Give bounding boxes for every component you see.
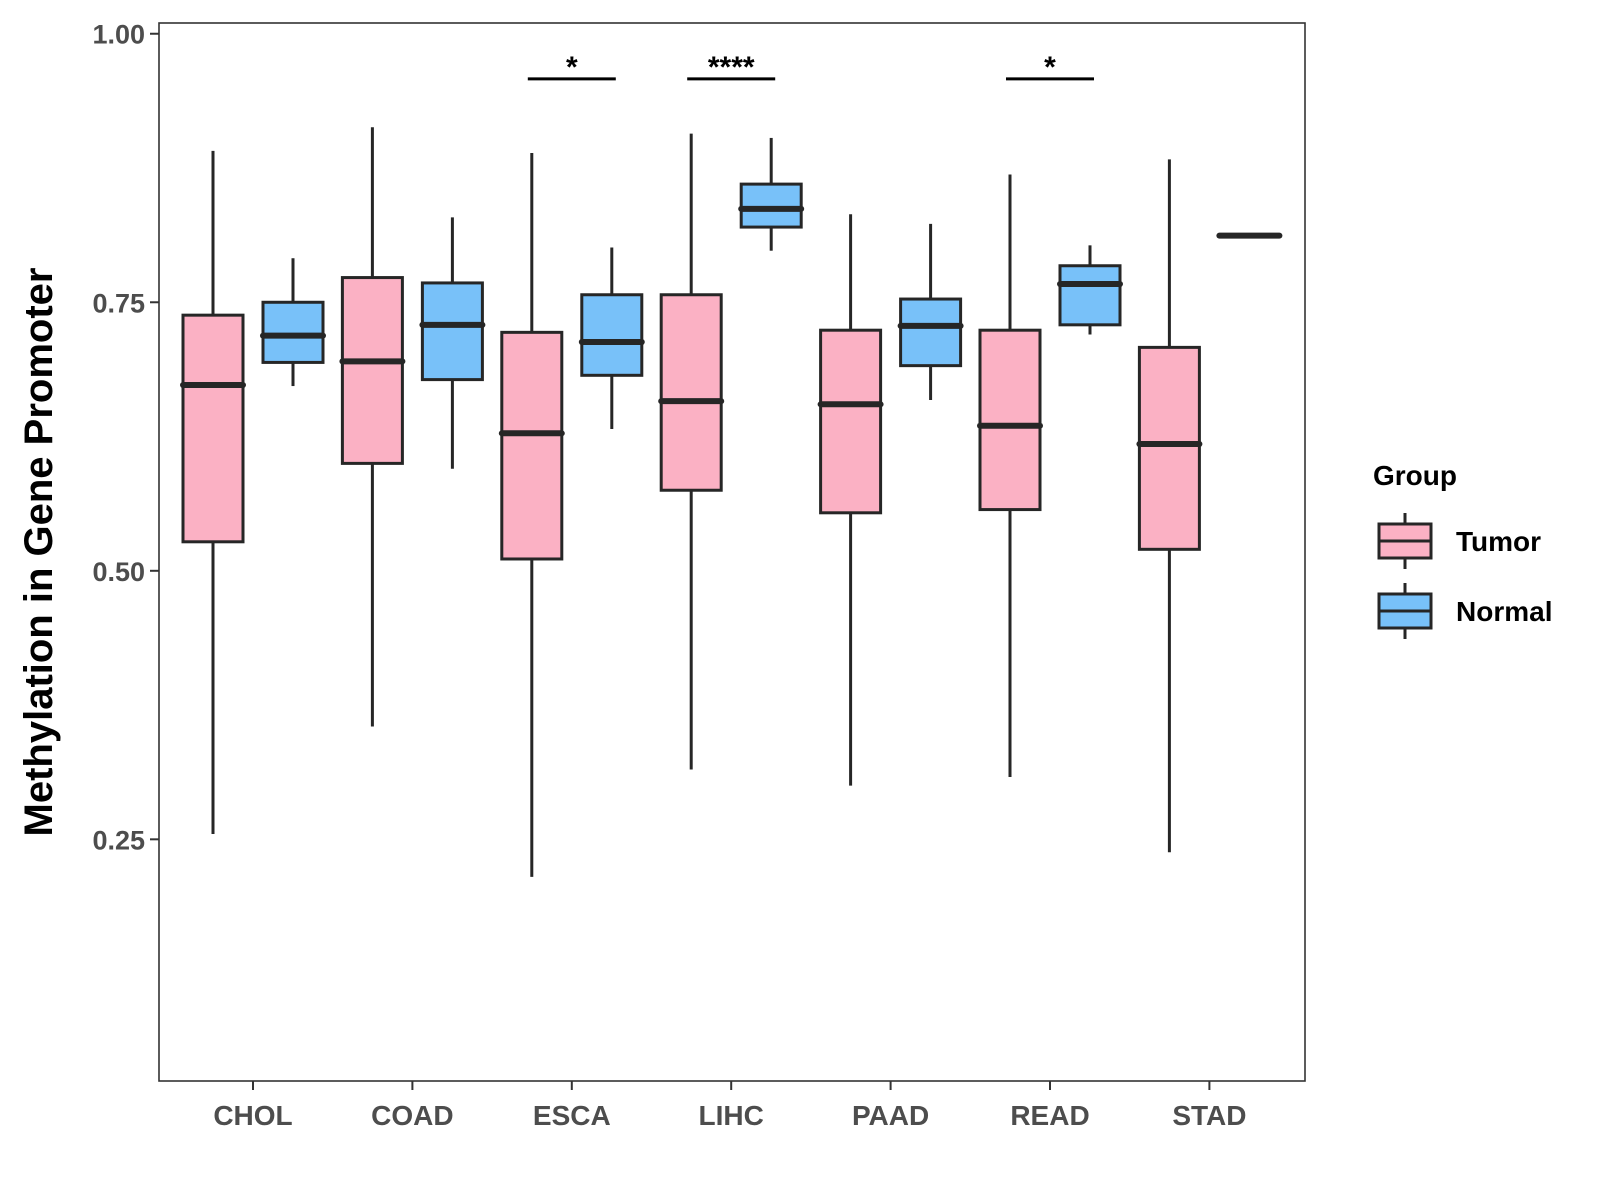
box-chol-tumor (180, 150, 246, 834)
y-tick-label: 0.50 (92, 557, 145, 587)
box-read-normal (1057, 245, 1123, 335)
box-esca-tumor (498, 152, 565, 877)
box-coad-tumor (339, 127, 406, 727)
significance-label: **** (708, 51, 755, 84)
significance-annotations: * **** * (527, 51, 1094, 84)
box-lihc-tumor (658, 133, 725, 770)
box-esca-normal (578, 247, 645, 430)
y-tick-label: 0.75 (92, 288, 145, 318)
box-read-tumor (977, 174, 1043, 778)
x-tick-label: CHOL (213, 1100, 292, 1131)
x-tick-label: STAD (1172, 1100, 1246, 1131)
legend-label: Normal (1456, 596, 1552, 627)
box-iqr (1137, 345, 1201, 551)
y-tick-label: 0.25 (92, 825, 145, 855)
x-tick-label: LIHC (699, 1100, 764, 1131)
x-tick-label: COAD (371, 1100, 453, 1131)
box-iqr (420, 281, 484, 382)
box-chol-normal (260, 258, 326, 387)
box-iqr (659, 293, 723, 492)
significance-read: * (1006, 51, 1094, 84)
x-axis: CHOL COAD ESCA LIHC PAAD READ STAD (213, 1081, 1246, 1131)
significance-esca: * (527, 51, 616, 84)
box-series (180, 127, 1283, 877)
box-iqr (181, 313, 245, 544)
legend: Group Tumor Normal (1373, 460, 1552, 639)
y-tick-label: 1.00 (92, 20, 145, 50)
box-iqr (899, 297, 963, 368)
box-iqr (580, 293, 644, 377)
significance-lihc: **** (687, 51, 776, 84)
legend-title: Group (1373, 460, 1457, 491)
y-axis: 0.25 0.50 0.75 1.00 (92, 20, 159, 855)
box-paad-normal (897, 223, 964, 401)
x-tick-label: ESCA (533, 1100, 611, 1131)
y-axis-title: Methylation in Gene Promoter (17, 268, 61, 837)
legend-label: Tumor (1456, 526, 1541, 557)
x-tick-label: PAAD (852, 1100, 929, 1131)
x-tick-label: READ (1010, 1100, 1089, 1131)
series-tumor (180, 127, 1203, 877)
box-iqr (978, 328, 1042, 512)
box-iqr (739, 182, 803, 229)
box-stad-tumor (1136, 159, 1203, 853)
legend-item-tumor: Tumor (1377, 513, 1541, 569)
plot-panel (158, 22, 1306, 1082)
box-iqr (500, 330, 564, 561)
box-lihc-normal (738, 137, 805, 251)
box-paad-tumor (817, 214, 884, 786)
box-iqr (1058, 264, 1122, 327)
legend-item-normal: Normal (1377, 583, 1552, 639)
box-coad-normal (419, 217, 486, 469)
series-normal (260, 137, 1283, 469)
box-iqr (261, 300, 325, 364)
box-iqr (819, 328, 883, 515)
box-iqr (340, 276, 404, 465)
significance-label: * (1044, 51, 1056, 84)
significance-label: * (566, 51, 578, 84)
